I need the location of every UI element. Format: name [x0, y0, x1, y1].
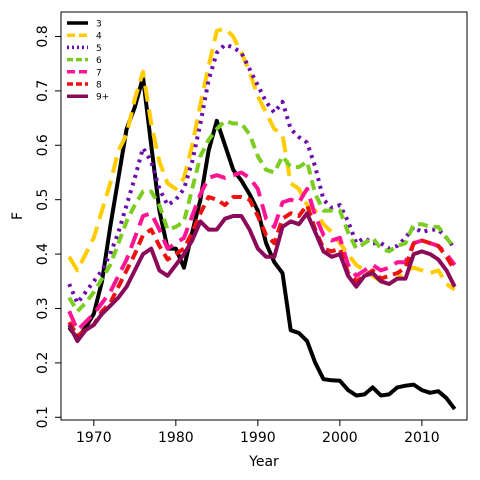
series-line-9plus: [67, 211, 457, 344]
legend-label: 8: [96, 81, 102, 91]
series-line-6: [67, 118, 457, 314]
plot-frame: [60, 11, 468, 421]
x-tick-label: 2000: [322, 430, 358, 446]
x-tick-label: 1980: [158, 430, 194, 446]
legend-label: 6: [96, 56, 102, 66]
y-tick-label: 0.5: [35, 189, 51, 211]
y-axis-title: F: [10, 212, 26, 220]
y-tick-label: 0.3: [35, 297, 51, 319]
x-axis: 1970 1980 1990 2000 2010: [76, 420, 440, 446]
series-layer: [67, 26, 457, 411]
legend: 3 4 5 6 7 8 9+: [63, 14, 129, 106]
legend-label: 3: [96, 20, 102, 30]
y-tick-label: 0.6: [35, 134, 51, 156]
series-line-8: [67, 195, 457, 338]
y-tick-label: 0.1: [35, 406, 51, 428]
legend-label: 5: [96, 44, 102, 54]
legend-label: 9+: [96, 93, 109, 103]
y-tick-label: 0.4: [35, 243, 51, 265]
legend-label: 4: [96, 32, 102, 42]
legend-label: 7: [96, 68, 102, 78]
x-tick-label: 1970: [76, 430, 112, 446]
x-tick-label: 2010: [404, 430, 440, 446]
y-tick-label: 0.2: [35, 352, 51, 374]
y-axis: 0.1 0.2 0.3 0.4 0.5 0.6 0.7 0.8: [35, 25, 61, 428]
x-tick-label: 1990: [240, 430, 276, 446]
y-tick-label: 0.8: [35, 25, 51, 47]
legend-box: [63, 14, 129, 106]
series-line-7: [67, 170, 457, 333]
x-axis-title: Year: [248, 454, 279, 470]
y-tick-label: 0.7: [35, 80, 51, 102]
